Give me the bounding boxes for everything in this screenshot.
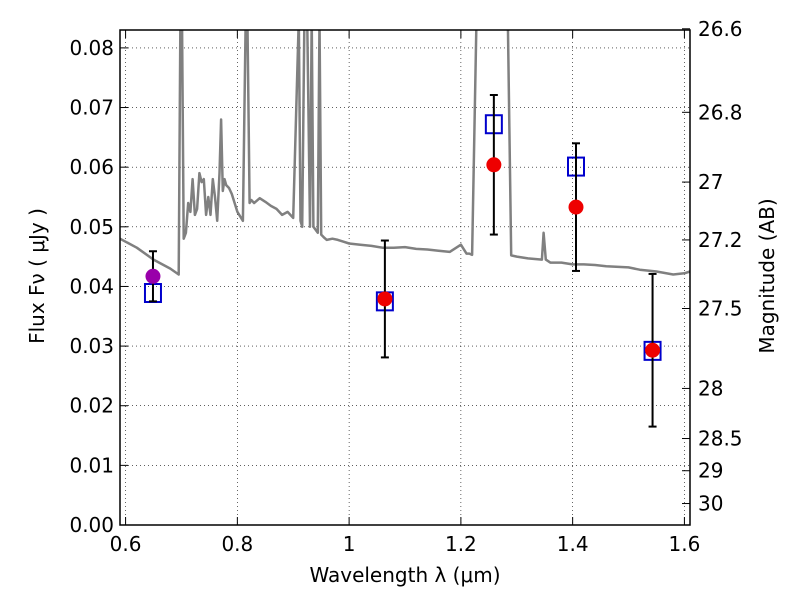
y-tick-label: 0.05 — [69, 215, 114, 239]
y-tick-label: 0.02 — [69, 394, 114, 418]
x-tick-label: 1 — [343, 532, 356, 556]
x-axis-title: Wavelength λ (μm) — [309, 563, 500, 587]
right-tick-label: 27.5 — [698, 297, 743, 321]
y-tick-label: 0.08 — [69, 36, 114, 60]
y-tick-label: 0.04 — [69, 274, 114, 298]
plot-area — [120, 30, 690, 428]
y-tick-label: 0.03 — [69, 334, 114, 358]
y-axis-title: Flux Fν ( μJy ) — [25, 208, 49, 344]
y-tick-label: 0.01 — [69, 453, 114, 477]
y-tick-label: 0.07 — [69, 96, 114, 120]
observed-photometry-point — [486, 157, 502, 173]
right-tick-label: 26.6 — [698, 17, 743, 41]
observed-photometry-point — [568, 199, 584, 215]
right-tick-label: 27.2 — [698, 228, 743, 252]
right-tick-label: 29 — [698, 459, 723, 483]
observed-photometry-point — [145, 268, 161, 284]
y-tick-label: 0.00 — [69, 513, 114, 537]
x-tick-label: 0.6 — [110, 532, 142, 556]
right-tick-label: 30 — [698, 492, 723, 516]
right-tick-label: 26.8 — [698, 100, 743, 124]
observed-photometry-point — [377, 291, 393, 307]
right-tick-label: 28 — [698, 376, 723, 400]
plot-frame — [119, 29, 691, 526]
y-tick-label: 0.06 — [69, 155, 114, 179]
x-tick-label: 1.6 — [669, 532, 701, 556]
observed-photometry-point — [645, 342, 661, 358]
x-tick-label: 0.8 — [221, 532, 253, 556]
grid-lines — [120, 30, 690, 526]
x-tick-label: 1.2 — [445, 532, 477, 556]
right-tick-label: 28.5 — [698, 427, 743, 451]
right-tick-label: 27 — [698, 170, 723, 194]
right-axis-title: Magnitude (AB) — [755, 198, 779, 353]
model-spectrum-line — [120, 30, 690, 276]
axis-ticks: 0.6 0.8 1 1.2 1.4 1.6 0.00 0.01 0.02 0.03 0.04 0.05… — [69, 17, 742, 556]
x-tick-label: 1.4 — [557, 532, 589, 556]
